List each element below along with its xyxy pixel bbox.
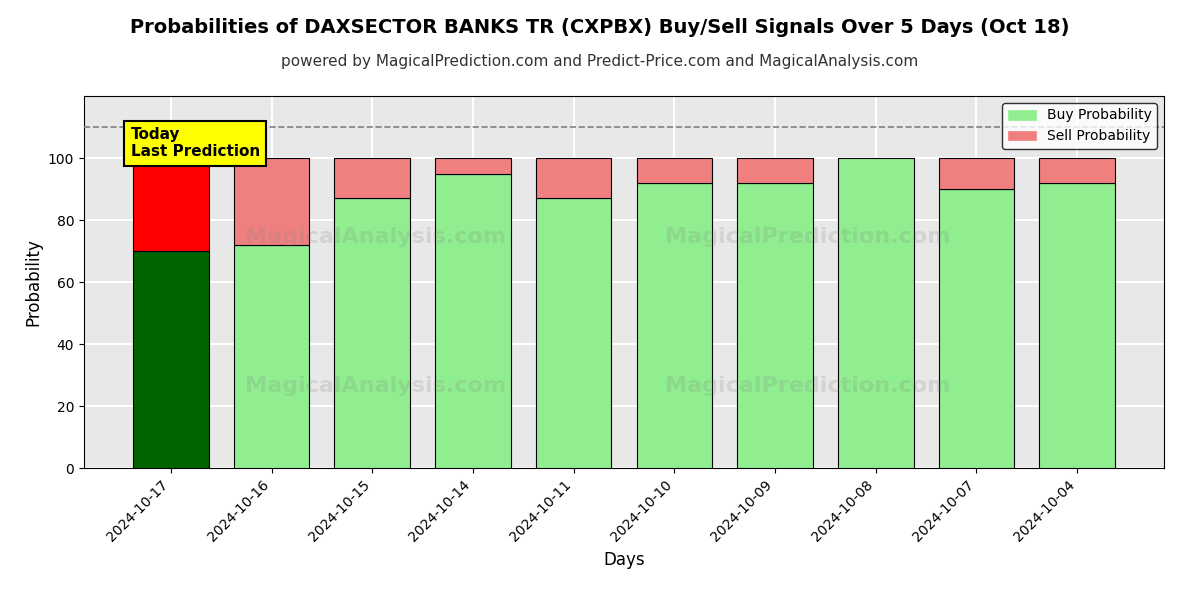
Bar — [536, 158, 612, 198]
Bar — [938, 189, 1014, 468]
Y-axis label: Probability: Probability — [24, 238, 42, 326]
Text: MagicalPrediction.com: MagicalPrediction.com — [665, 376, 950, 396]
Bar — [133, 158, 209, 251]
Bar — [636, 183, 712, 468]
Text: MagicalAnalysis.com: MagicalAnalysis.com — [245, 227, 506, 247]
Text: MagicalAnalysis.com: MagicalAnalysis.com — [245, 376, 506, 396]
Bar — [1039, 158, 1115, 183]
Bar — [335, 198, 410, 468]
Bar — [1039, 183, 1115, 468]
Bar — [838, 158, 913, 468]
Bar — [938, 158, 1014, 189]
Bar — [536, 198, 612, 468]
Bar — [436, 173, 511, 468]
Bar — [737, 183, 812, 468]
Bar — [234, 245, 310, 468]
Bar — [335, 158, 410, 198]
Text: Probabilities of DAXSECTOR BANKS TR (CXPBX) Buy/Sell Signals Over 5 Days (Oct 18: Probabilities of DAXSECTOR BANKS TR (CXP… — [131, 18, 1069, 37]
Bar — [234, 158, 310, 245]
Text: powered by MagicalPrediction.com and Predict-Price.com and MagicalAnalysis.com: powered by MagicalPrediction.com and Pre… — [281, 54, 919, 69]
Bar — [636, 158, 712, 183]
Bar — [737, 158, 812, 183]
Bar — [133, 251, 209, 468]
X-axis label: Days: Days — [604, 551, 644, 569]
Text: Today
Last Prediction: Today Last Prediction — [131, 127, 260, 160]
Legend: Buy Probability, Sell Probability: Buy Probability, Sell Probability — [1002, 103, 1157, 149]
Bar — [436, 158, 511, 173]
Text: MagicalPrediction.com: MagicalPrediction.com — [665, 227, 950, 247]
